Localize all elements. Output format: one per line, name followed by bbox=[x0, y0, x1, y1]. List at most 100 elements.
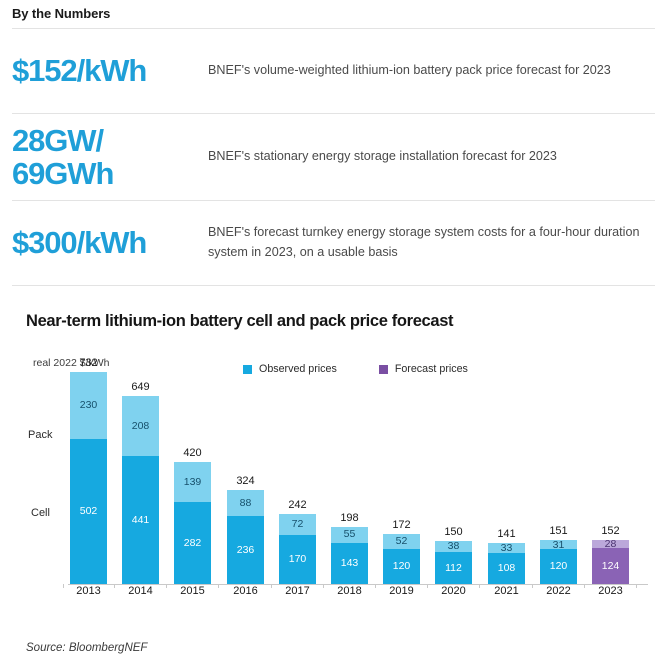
bar-segment-value: 28 bbox=[604, 537, 617, 550]
stat-description: BNEF's volume-weighted lithium-ion batte… bbox=[208, 63, 611, 78]
bar-stack[interactable]: 139 282 bbox=[174, 462, 211, 584]
legend-item[interactable]: Forecast prices bbox=[378, 363, 468, 375]
x-axis-tickmark bbox=[479, 584, 480, 588]
x-axis-tick-label: 2020 bbox=[441, 585, 466, 597]
bar-stack[interactable]: 88 236 bbox=[227, 490, 264, 584]
bar-total-label: 649 bbox=[131, 381, 150, 394]
divider bbox=[12, 285, 655, 286]
bar-segment-value: 139 bbox=[183, 475, 202, 488]
stat-row: 28GW/ 69GWh BNEF's stationary energy sto… bbox=[0, 114, 667, 200]
bar-segment-pack[interactable]: 52 bbox=[383, 534, 420, 550]
bar-total-label: 172 bbox=[392, 519, 411, 532]
legend-item[interactable]: Observed prices bbox=[243, 363, 337, 375]
x-axis-tickmark bbox=[271, 584, 272, 588]
bar-segment-cell[interactable]: 108 bbox=[488, 552, 525, 584]
x-axis-tickmark bbox=[166, 584, 167, 588]
x-axis-tick-label: 2022 bbox=[546, 585, 571, 597]
bar-total-label: 420 bbox=[183, 447, 202, 460]
bar-segment-cell[interactable]: 170 bbox=[279, 534, 316, 584]
x-axis-tick-label: 2019 bbox=[389, 585, 414, 597]
chart-source: Source: BloombergNEF bbox=[26, 642, 148, 654]
x-axis-tickmark bbox=[636, 584, 637, 588]
bar-segment-value: 441 bbox=[131, 513, 150, 526]
bar-segment-value: 120 bbox=[549, 560, 568, 573]
bar-stack[interactable]: 230 502 bbox=[70, 372, 107, 584]
bar-total-label: 198 bbox=[340, 511, 359, 524]
bar-segment-pack[interactable]: 28 bbox=[592, 537, 629, 550]
bar-total-label: 150 bbox=[444, 525, 463, 538]
stat-value-line: 28GW/ bbox=[12, 122, 104, 158]
legend-swatch-icon bbox=[378, 364, 388, 374]
bar-segment-pack[interactable]: 208 bbox=[122, 396, 159, 457]
bar-segment-value: 31 bbox=[552, 538, 565, 551]
stat-description: BNEF's forecast turnkey energy storage s… bbox=[208, 225, 640, 259]
bar-segment-value: 55 bbox=[343, 528, 356, 541]
stat-value-line: $152/kWh bbox=[12, 53, 147, 89]
bar-stack[interactable]: 55 143 bbox=[331, 526, 368, 584]
x-axis-tickmark bbox=[323, 584, 324, 588]
bar-segment-cell[interactable]: 120 bbox=[383, 549, 420, 584]
x-axis-tick-label: 2013 bbox=[76, 585, 101, 597]
x-axis-tick-label: 2018 bbox=[337, 585, 362, 597]
x-axis-line bbox=[68, 584, 648, 585]
bar-series-container: 230 502 732 208 441 649 139 282 420 88 236 324 72 170… bbox=[68, 357, 648, 584]
bar-segment-pack[interactable]: 88 bbox=[227, 490, 264, 516]
bar-segment-pack[interactable]: 139 bbox=[174, 462, 211, 503]
bar-segment-value: 208 bbox=[131, 419, 150, 432]
bar-segment-cell[interactable]: 120 bbox=[540, 549, 577, 584]
row-label-cell: Cell bbox=[31, 507, 50, 519]
bar-total-label: 151 bbox=[549, 525, 568, 538]
section-title: By the Numbers bbox=[12, 6, 111, 21]
bar-total-label: 242 bbox=[288, 498, 307, 511]
chart-y-axis-unit: real 2022 $/kWh bbox=[33, 357, 110, 369]
bar-segment-cell[interactable]: 143 bbox=[331, 542, 368, 584]
bar-segment-value: 33 bbox=[500, 541, 513, 554]
bar-stack[interactable]: 38 112 bbox=[435, 539, 472, 584]
bar-stack[interactable]: 208 441 bbox=[122, 396, 159, 584]
legend-label: Forecast prices bbox=[394, 363, 468, 375]
x-axis-tick-label: 2017 bbox=[285, 585, 310, 597]
x-axis-tickmark bbox=[375, 584, 376, 588]
bar-segment-value: 502 bbox=[79, 505, 98, 518]
bar-stack[interactable]: 31 120 bbox=[540, 540, 577, 584]
bar-segment-value: 120 bbox=[392, 560, 411, 573]
bar-segment-cell[interactable]: 124 bbox=[592, 548, 629, 584]
bar-stack[interactable]: 72 170 bbox=[279, 513, 316, 584]
stat-value-line: $300/kWh bbox=[12, 225, 147, 261]
bar-segment-value: 143 bbox=[340, 557, 359, 570]
bar-total-label: 152 bbox=[601, 524, 620, 537]
bar-segment-pack[interactable]: 38 bbox=[435, 539, 472, 552]
bar-segment-value: 170 bbox=[288, 553, 307, 566]
bar-segment-value: 38 bbox=[447, 539, 460, 552]
legend-swatch-icon bbox=[243, 364, 252, 374]
bar-segment-cell[interactable]: 502 bbox=[70, 438, 107, 584]
bar-segment-cell[interactable]: 112 bbox=[435, 551, 472, 584]
bar-stack[interactable]: 33 108 bbox=[488, 543, 525, 584]
bar-segment-pack[interactable]: 33 bbox=[488, 543, 525, 553]
divider bbox=[12, 113, 655, 114]
bar-segment-pack[interactable]: 55 bbox=[331, 526, 368, 543]
bar-segment-value: 72 bbox=[291, 518, 304, 531]
bar-segment-cell[interactable]: 236 bbox=[227, 515, 264, 584]
stat-value: $152/kWh bbox=[12, 53, 208, 89]
bar-segment-cell[interactable]: 441 bbox=[122, 456, 159, 584]
bar-stack[interactable]: 52 120 bbox=[383, 534, 420, 584]
stat-row: $152/kWh BNEF's volume-weighted lithium-… bbox=[0, 29, 667, 113]
bar-segment-pack[interactable]: 230 bbox=[70, 372, 107, 439]
by-the-numbers-section: By the Numbers $152/kWh BNEF's volume-we… bbox=[0, 0, 667, 286]
plot-area: Pack Cell 230 502 732 208 441 649 139 282 420 88 2… bbox=[12, 286, 655, 668]
x-axis-tickmark bbox=[427, 584, 428, 588]
bar-stack[interactable]: 28 124 bbox=[592, 537, 629, 584]
x-axis-tick-label: 2014 bbox=[128, 585, 153, 597]
stat-value: $300/kWh bbox=[12, 225, 208, 261]
chart-panel: Near-term lithium-ion battery cell and p… bbox=[0, 286, 667, 668]
x-axis-tickmark bbox=[114, 584, 115, 588]
bar-segment-value: 52 bbox=[395, 535, 408, 548]
bar-total-label: 141 bbox=[497, 528, 516, 541]
bar-segment-value: 236 bbox=[236, 543, 255, 556]
bar-segment-cell[interactable]: 282 bbox=[174, 502, 211, 584]
x-axis-tickmark bbox=[532, 584, 533, 588]
bar-segment-pack[interactable]: 31 bbox=[540, 538, 577, 551]
bar-segment-pack[interactable]: 72 bbox=[279, 513, 316, 535]
x-axis-tickmark bbox=[218, 584, 219, 588]
